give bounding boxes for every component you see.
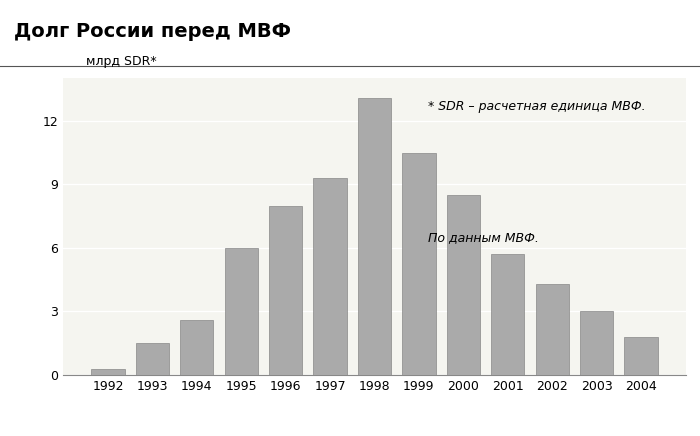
Bar [536,284,569,375]
Bar [225,248,258,375]
Text: * SDR – расчетная единица МВФ.: * SDR – расчетная единица МВФ. [428,100,645,112]
Bar [491,254,524,375]
Bar [269,205,302,375]
Bar [447,195,480,375]
Bar [91,368,125,375]
Bar [402,153,435,375]
Text: По данным МВФ.: По данным МВФ. [428,231,539,244]
Text: Долг России перед МВФ: Долг России перед МВФ [14,22,291,41]
Bar [624,337,658,375]
Bar [314,178,346,375]
Bar [180,320,214,375]
Bar [580,311,613,375]
Bar [136,343,169,375]
Bar [358,98,391,375]
Text: млрд SDR*: млрд SDR* [86,55,156,68]
